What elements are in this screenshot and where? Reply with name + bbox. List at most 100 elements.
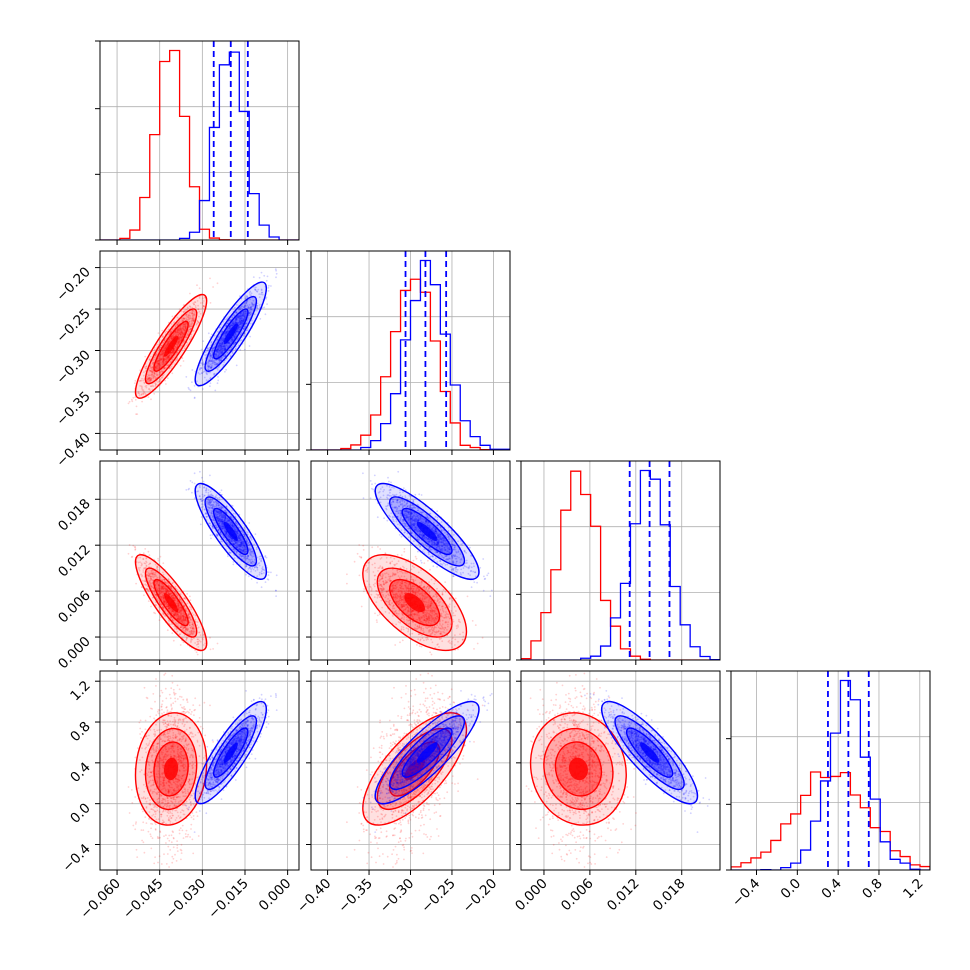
sample-point — [200, 367, 203, 370]
sample-point — [225, 330, 228, 333]
sample-point — [205, 363, 208, 366]
sample-point — [243, 319, 246, 322]
sample-point — [177, 329, 180, 332]
sample-point — [227, 342, 230, 345]
sample-point — [139, 380, 142, 382]
sample-point — [155, 361, 158, 364]
sample-point — [197, 321, 200, 323]
sample-point — [170, 330, 172, 333]
sample-point — [228, 325, 231, 328]
sample-point — [178, 331, 181, 334]
sample-point — [242, 320, 244, 323]
sample-point — [172, 348, 175, 350]
sample-point — [149, 389, 152, 392]
sample-point — [217, 355, 220, 357]
sample-point — [229, 325, 232, 328]
sample-point — [240, 318, 243, 321]
sample-point — [172, 348, 175, 351]
sample-point — [225, 331, 228, 334]
sample-point — [171, 338, 173, 341]
sample-point — [161, 358, 163, 360]
sample-point — [179, 339, 181, 342]
sample-point — [183, 328, 186, 331]
sample-point — [148, 358, 151, 361]
sample-point — [161, 363, 164, 366]
sample-point — [155, 372, 158, 374]
sample-point — [135, 582, 138, 585]
sample-point — [149, 379, 152, 381]
sample-point — [176, 330, 178, 333]
sample-point — [162, 359, 165, 362]
sample-point — [176, 344, 179, 346]
sample-point — [181, 357, 184, 360]
gridlines — [100, 251, 299, 450]
sample-point — [152, 361, 155, 364]
sample-point — [209, 353, 212, 356]
sample-point — [157, 360, 160, 362]
sample-point — [186, 315, 188, 318]
sample-point — [210, 355, 213, 358]
sample-point — [254, 286, 257, 289]
sample-point — [193, 314, 196, 317]
histogram-red — [100, 49, 299, 240]
sample-point — [228, 341, 231, 344]
sample-point — [183, 317, 186, 320]
sample-point — [188, 314, 191, 317]
sample-point — [182, 311, 185, 314]
sample-point — [157, 557, 160, 560]
sample-point — [237, 337, 240, 339]
sample-point — [224, 332, 227, 335]
sample-point — [163, 339, 166, 342]
sample-point — [228, 327, 231, 330]
sample-point — [157, 363, 160, 365]
sample-point — [152, 374, 155, 377]
sample-point — [148, 554, 151, 556]
sample-point — [188, 324, 191, 327]
sample-point — [219, 358, 222, 361]
sample-point — [181, 336, 184, 339]
sample-point — [234, 318, 237, 321]
y-tick-label: −0.20 — [53, 264, 94, 305]
sample-point — [231, 351, 234, 354]
sample-point — [159, 358, 162, 361]
sample-point — [216, 346, 219, 349]
sample-point — [153, 372, 156, 375]
sample-point — [156, 361, 158, 363]
sample-point — [177, 334, 180, 337]
sample-point — [199, 312, 202, 315]
sample-point — [180, 333, 183, 336]
sample-point — [251, 303, 254, 305]
sample-point — [243, 318, 246, 320]
sample-point — [256, 302, 259, 305]
sample-point — [275, 595, 277, 597]
sample-point — [181, 320, 184, 322]
sample-point — [239, 314, 242, 317]
sample-point — [241, 319, 243, 322]
sample-point — [236, 322, 239, 324]
sample-point — [191, 321, 193, 324]
sample-point — [189, 317, 192, 319]
sample-point — [188, 318, 190, 320]
sample-point — [138, 392, 141, 395]
sample-point — [245, 323, 247, 325]
sample-point — [186, 306, 189, 309]
sample-point — [258, 304, 261, 306]
sample-point — [162, 354, 165, 357]
sample-point — [179, 336, 182, 339]
sample-point — [140, 379, 143, 382]
sample-point — [190, 323, 192, 325]
sample-point — [211, 366, 213, 368]
sample-point — [178, 339, 181, 341]
sample-point — [231, 324, 234, 327]
sample-point — [150, 377, 153, 380]
sample-point — [189, 328, 191, 331]
sample-point — [237, 314, 240, 317]
sample-point — [142, 389, 145, 391]
scatter-red — [127, 544, 219, 656]
sample-point — [153, 356, 156, 359]
sample-point — [275, 272, 278, 275]
sample-point — [172, 348, 175, 351]
sample-point — [177, 333, 179, 336]
sample-point — [178, 337, 181, 339]
sample-point — [210, 333, 213, 336]
